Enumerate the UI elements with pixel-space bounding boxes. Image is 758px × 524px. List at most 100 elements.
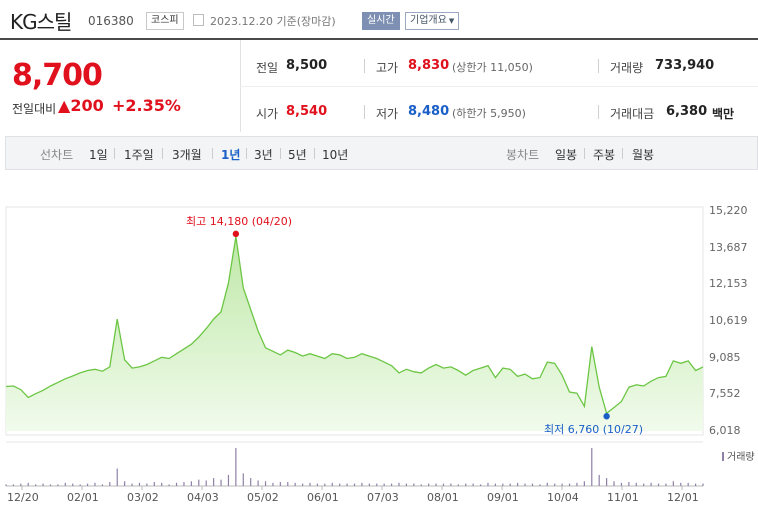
volume-bar (190, 481, 192, 486)
stats-separator (598, 59, 599, 73)
amount-unit: 백만 (712, 107, 735, 121)
volume-bar (205, 480, 207, 486)
x-tick-label: 11/01 (607, 491, 639, 504)
volume-bar (517, 482, 519, 486)
tab-10y[interactable]: 10년 (322, 148, 349, 162)
volume-bar (12, 484, 15, 486)
volume-bar (561, 483, 563, 486)
stock-code: 016380 (88, 14, 134, 28)
volume-bar (42, 483, 44, 486)
volume-legend: 거래량 (722, 448, 755, 463)
volume-bar (242, 473, 244, 486)
change-label: 전일대비 (12, 102, 57, 116)
price-line (5, 236, 704, 415)
tab-monthly[interactable]: 월봉 (632, 148, 655, 162)
tab-1y[interactable]: 1년 (221, 148, 241, 162)
lower-limit: (하한가 5,950) (452, 107, 526, 120)
volume-label: 거래량 (610, 61, 644, 75)
tab-separator (314, 148, 315, 159)
y-tick-label: 10,619 (709, 314, 748, 327)
volume-bar (420, 484, 422, 486)
price-area (6, 236, 703, 431)
upper-limit: (상한가 11,050) (452, 61, 533, 74)
volume-bar (368, 483, 370, 486)
tab-5y[interactable]: 5년 (288, 148, 307, 162)
volume-bar (175, 482, 178, 486)
x-tick-label: 12/20 (7, 491, 39, 504)
volume-bar (665, 483, 667, 486)
volume-bar (554, 483, 556, 486)
volume-bar (680, 482, 682, 486)
volume-bar (294, 482, 296, 486)
volume-bar (301, 483, 304, 486)
volume-bar (413, 483, 415, 486)
volume-bar (72, 483, 74, 486)
volume-bar (383, 483, 385, 486)
tab-separator (246, 148, 247, 159)
volume-bar (339, 483, 341, 486)
price-date: 2023.12.20 기준(장마감) (210, 15, 336, 28)
stats-row-divider (240, 86, 758, 87)
tab-3y[interactable]: 3년 (254, 148, 273, 162)
stats-separator (364, 105, 365, 119)
volume-bar (687, 482, 689, 486)
x-tick-label: 02/01 (67, 491, 99, 504)
line-chart-label: 선차트 (40, 148, 74, 162)
volume-bar (502, 483, 504, 486)
candle-chart-label: 봉차트 (506, 148, 540, 162)
volume-bar (457, 484, 459, 486)
tab-daily[interactable]: 일봉 (555, 148, 578, 162)
y-tick-label: 9,085 (709, 350, 741, 364)
realtime-button[interactable]: 실시간 (362, 12, 400, 30)
volume-bar (657, 483, 660, 486)
volume-bar (183, 482, 185, 486)
volume-value: 733,940 (655, 58, 715, 73)
up-arrow-icon: ▲ (58, 96, 71, 115)
volume-bar (49, 484, 52, 486)
tab-separator (584, 148, 585, 159)
volume-bar (168, 484, 170, 486)
x-tick-label: 03/02 (127, 491, 159, 504)
x-tick-label: 12/01 (667, 491, 699, 504)
volume-bar (86, 483, 89, 486)
volume-bar (213, 478, 215, 486)
volume-legend-label: 거래량 (727, 452, 755, 463)
tab-weekly[interactable]: 주봉 (593, 148, 616, 162)
volume-bar (524, 483, 526, 486)
volume-bar (450, 483, 452, 486)
x-tick-label: 07/03 (367, 491, 399, 504)
tab-1w[interactable]: 1주일 (124, 148, 154, 162)
x-tick-label: 05/02 (247, 491, 279, 504)
y-tick-label: 13,687 (709, 240, 748, 254)
volume-bar (628, 482, 630, 486)
prev-close-label: 전일 (256, 61, 279, 75)
stats-separator (598, 105, 599, 119)
volume-bar (264, 481, 267, 486)
y-tick-label: 6,018 (709, 424, 741, 437)
tab-separator (212, 148, 213, 159)
y-tick-label: 15,220 (709, 204, 748, 217)
volume-bar (27, 482, 29, 486)
volume-bar (546, 482, 548, 486)
volume-bar (361, 482, 363, 486)
volume-bar (598, 474, 600, 486)
volume-bar (64, 482, 66, 486)
tab-separator (622, 148, 623, 159)
x-tick-label: 09/01 (487, 491, 519, 504)
x-tick-label: 06/01 (307, 491, 339, 504)
volume-bar (487, 482, 489, 486)
tab-1d[interactable]: 1일 (89, 148, 108, 162)
volume-bar (5, 484, 7, 486)
volume-bar (539, 484, 541, 486)
company-overview-button[interactable]: 기업개요 ▼ (405, 12, 460, 30)
tab-3m[interactable]: 3개월 (172, 148, 202, 162)
x-tick-label: 08/01 (427, 491, 459, 504)
volume-bar (353, 483, 356, 486)
volume-bar (316, 483, 319, 486)
change-value: ▲200 (58, 96, 104, 115)
volume-bar (279, 482, 281, 486)
volume-bar (398, 482, 400, 486)
volume-bar (287, 482, 289, 486)
company-overview-label: 기업개요 (410, 15, 447, 26)
plot-frame (5, 206, 704, 436)
